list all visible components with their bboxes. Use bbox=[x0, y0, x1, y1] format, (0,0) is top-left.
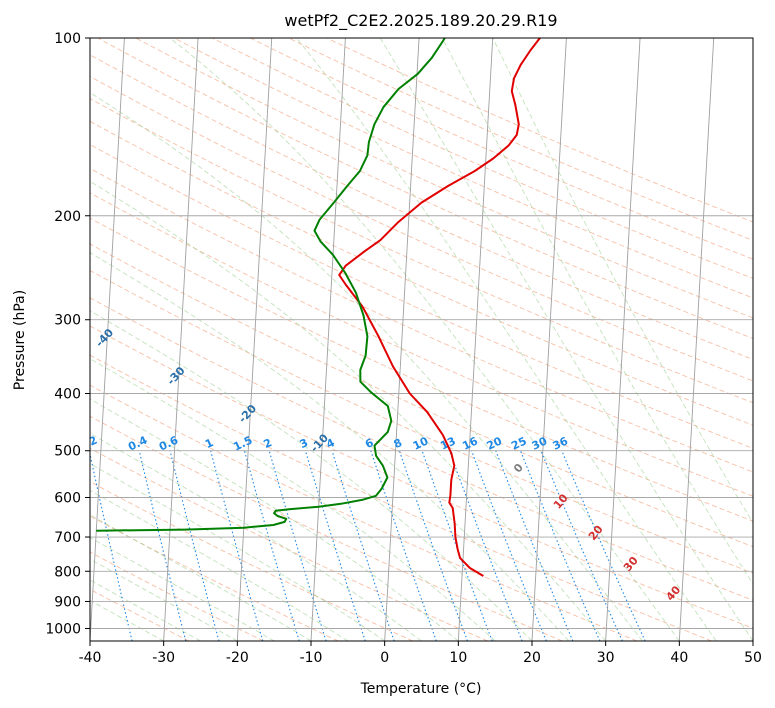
dry-adiabat bbox=[135, 38, 753, 319]
y-axis-label: Pressure (hPa) bbox=[12, 290, 28, 390]
mixing-ratio-label: 20 bbox=[485, 434, 505, 452]
mixing-ratio-line bbox=[138, 450, 187, 641]
isotherm bbox=[163, 38, 199, 641]
x-tick-label: 10 bbox=[449, 650, 467, 666]
dry-adiabat bbox=[90, 515, 339, 641]
x-axis-label: Temperature (°C) bbox=[360, 681, 482, 697]
dry-adiabat bbox=[90, 588, 190, 641]
x-axis-ticks: -40 -30 -20 -10 0 10 20 30 40 50 bbox=[79, 641, 762, 666]
background-line-labels: -100-90-80-70-60-50-40-30-20-100.10.20.4… bbox=[76, 326, 684, 604]
background-lines bbox=[90, 38, 753, 641]
plot-frame bbox=[89, 37, 754, 642]
moist-adiabat bbox=[441, 38, 753, 585]
mixing-ratio-line bbox=[210, 450, 264, 641]
dry-adiabat bbox=[97, 38, 753, 340]
mixing-ratio-line bbox=[421, 450, 493, 641]
y-tick-label: 1000 bbox=[45, 621, 81, 637]
temperature-trace bbox=[338, 38, 541, 577]
moist-adiabat bbox=[492, 38, 753, 524]
x-tick-label: 30 bbox=[597, 650, 615, 666]
dry-adiabat bbox=[90, 54, 753, 360]
dry-adiabat bbox=[90, 325, 753, 629]
moist-adiabat bbox=[90, 92, 643, 641]
mixing-ratio-line bbox=[90, 451, 133, 641]
moist-adiabat bbox=[90, 463, 385, 641]
moist-adiabat bbox=[90, 432, 422, 641]
mixing-ratio-line bbox=[495, 450, 574, 641]
x-tick-label: -20 bbox=[226, 650, 249, 666]
moist-adiabat bbox=[90, 252, 570, 641]
x-tick-label: -40 bbox=[79, 650, 102, 666]
mixing-ratio-label: 25 bbox=[509, 434, 528, 452]
mixing-ratio-label: 13 bbox=[438, 434, 457, 452]
mixing-ratio-line bbox=[398, 450, 469, 641]
mixing-ratio-label: 36 bbox=[551, 434, 571, 452]
dry-adiabat bbox=[90, 415, 563, 641]
dry-adiabat bbox=[90, 354, 712, 641]
mixing-ratio-label: 10 bbox=[411, 434, 431, 452]
moist-adiabat bbox=[169, 38, 680, 641]
isotherm bbox=[605, 38, 641, 641]
dry-adiabat bbox=[90, 167, 753, 473]
y-tick-label: 900 bbox=[54, 594, 81, 610]
mixing-ratio-line bbox=[268, 450, 327, 641]
isotherm bbox=[678, 38, 715, 641]
moist-adiabat bbox=[90, 398, 459, 641]
x-tick-label: 40 bbox=[670, 650, 688, 666]
mixing-ratio-line bbox=[540, 450, 623, 641]
mixing-ratio-label: 0.2 bbox=[76, 434, 99, 454]
x-tick-label: -30 bbox=[152, 650, 175, 666]
mixing-ratio-line bbox=[243, 450, 300, 641]
isotherm bbox=[90, 38, 125, 641]
y-tick-label: 500 bbox=[54, 444, 81, 460]
y-tick-label: 300 bbox=[54, 313, 81, 329]
mixing-ratio-label: 16 bbox=[460, 434, 480, 452]
mixing-ratio-line bbox=[471, 450, 547, 641]
mixing-ratio-line bbox=[370, 450, 437, 641]
mixing-ratio-line bbox=[304, 450, 366, 641]
dry-adiabat bbox=[90, 447, 488, 641]
isotherm bbox=[457, 38, 494, 641]
moist-adiabat bbox=[90, 536, 275, 641]
moist-adiabat bbox=[90, 310, 533, 641]
y-axis-ticks: 100 200 300 400 500 600 700 800 900 1000 bbox=[45, 31, 90, 637]
dry-adiabat bbox=[90, 217, 753, 522]
y-tick-label: 600 bbox=[54, 490, 81, 506]
moist-adiabat bbox=[90, 358, 496, 641]
moist-adiabat bbox=[379, 38, 753, 641]
dry-adiabat bbox=[90, 192, 753, 497]
x-tick-label: -10 bbox=[300, 650, 323, 666]
x-tick-label: 0 bbox=[380, 650, 389, 666]
dry-adiabat bbox=[90, 243, 753, 548]
profile-traces bbox=[96, 38, 541, 577]
dry-adiabat bbox=[173, 38, 753, 299]
x-tick-label: 50 bbox=[744, 650, 762, 666]
y-tick-label: 700 bbox=[54, 530, 81, 546]
isotherm bbox=[531, 38, 567, 641]
mixing-ratio-line bbox=[169, 450, 220, 641]
moist-adiabat bbox=[90, 180, 607, 641]
y-tick-label: 100 bbox=[54, 31, 81, 47]
y-tick-label: 400 bbox=[54, 387, 81, 403]
mixing-ratio-line bbox=[448, 450, 523, 641]
dewpoint-trace bbox=[96, 38, 446, 532]
y-tick-label: 800 bbox=[54, 564, 81, 580]
isotherm bbox=[384, 38, 420, 641]
mixing-ratio-line bbox=[519, 450, 601, 641]
isotherm bbox=[310, 38, 346, 641]
mixing-ratio-label: 30 bbox=[530, 434, 550, 452]
chart-title: wetPf2_C2E2.2025.189.20.29.R19 bbox=[284, 11, 557, 31]
dry-adiabat bbox=[90, 269, 753, 574]
isotherm bbox=[236, 38, 273, 641]
y-tick-label: 200 bbox=[54, 209, 81, 225]
x-tick-label: 20 bbox=[523, 650, 541, 666]
moist-adiabat bbox=[296, 38, 717, 641]
